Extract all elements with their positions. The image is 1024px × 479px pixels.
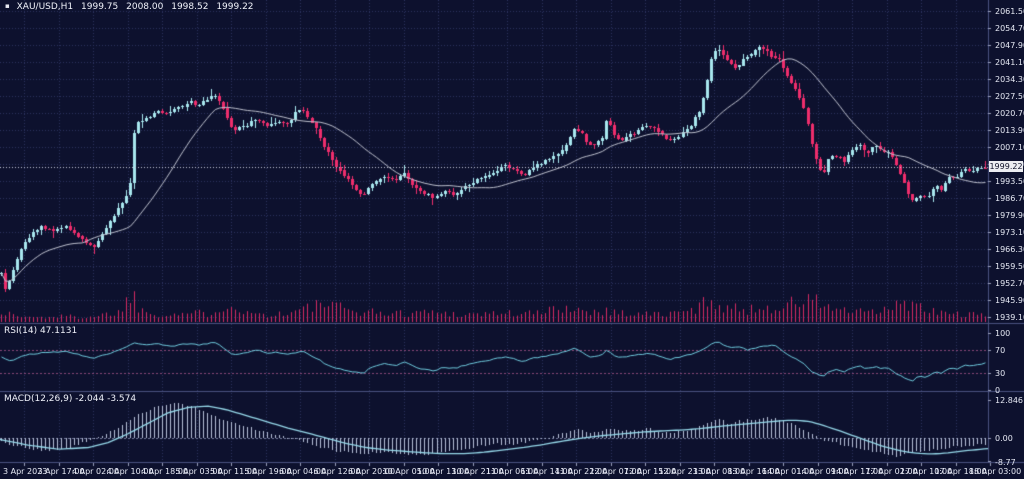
- time-label-18: 12 Apr 15:00: [624, 467, 677, 476]
- rsi-pane-label: RSI(14) 47.1131: [4, 326, 78, 336]
- time-label-25: 17 Apr 02:00: [865, 467, 918, 476]
- rsi-level-label-1: 70: [995, 346, 1006, 355]
- rsi-level-label-2: 30: [995, 369, 1006, 378]
- price-label-13: 1973.10: [995, 228, 1024, 237]
- macd-level-label-0: 12.846: [995, 396, 1023, 405]
- rsi-level-label-3: 0: [995, 386, 1001, 395]
- symbol-label: XAU/USD,H1: [16, 2, 74, 12]
- time-label-4: 4 Apr 18:00: [141, 467, 189, 476]
- time-label-13: 10 Apr 21:00: [451, 467, 504, 476]
- time-label-19: 12 Apr 23:00: [658, 467, 711, 476]
- time-label-12: 10 Apr 13:00: [417, 467, 470, 476]
- time-label-14: 11 Apr 06:00: [486, 467, 539, 476]
- price-label-17: 1945.90: [995, 296, 1024, 305]
- time-label-2: 4 Apr 02:00: [72, 467, 120, 476]
- time-label-9: 6 Apr 12:00: [313, 467, 361, 476]
- time-label-5: 5 Apr 03:00: [175, 467, 223, 476]
- macd-level-label-2: -8.77: [995, 458, 1016, 467]
- quote-low: 1998.52: [171, 2, 209, 12]
- time-label-28: 18 Apr 03:00: [969, 467, 1022, 476]
- price-label-4: 2034.30: [995, 75, 1024, 84]
- price-label-7: 2013.90: [995, 126, 1024, 135]
- price-label-11: 1986.70: [995, 194, 1024, 203]
- price-label-1: 2054.70: [995, 24, 1024, 33]
- current-price-tag: 1999.22: [989, 161, 1023, 172]
- time-label-1: 3 Apr 17:00: [37, 467, 85, 476]
- time-label-22: 14 Apr 01:00: [762, 467, 815, 476]
- price-label-16: 1952.70: [995, 279, 1024, 288]
- price-label-5: 2027.50: [995, 92, 1024, 101]
- macd-pane-label: MACD(12,26,9) -2.044 -3.574: [4, 394, 137, 404]
- time-label-20: 13 Apr 08:00: [693, 467, 746, 476]
- price-label-10: 1993.50: [995, 177, 1024, 186]
- price-label-0: 2061.50: [995, 7, 1024, 16]
- price-label-6: 2020.70: [995, 109, 1024, 118]
- time-label-17: 12 Apr 07:00: [589, 467, 642, 476]
- chart-title: ▪ XAU/USD,H1 1999.75 2008.00 1998.52 199…: [5, 2, 259, 12]
- time-label-16: 11 Apr 22:00: [555, 467, 608, 476]
- price-label-3: 2041.10: [995, 58, 1024, 67]
- price-label-2: 2047.90: [995, 41, 1024, 50]
- price-label-14: 1966.30: [995, 245, 1024, 254]
- time-label-8: 6 Apr 04:00: [279, 467, 327, 476]
- time-label-0: 3 Apr 2023: [3, 467, 48, 476]
- price-label-12: 1979.90: [995, 211, 1024, 220]
- window-icon: ▪: [5, 2, 10, 10]
- macd-level-label-1: 0.00: [995, 434, 1013, 443]
- time-label-23: 14 Apr 09:00: [796, 467, 849, 476]
- time-label-15: 11 Apr 14:00: [520, 467, 573, 476]
- time-label-27: 17 Apr 18:00: [934, 467, 987, 476]
- time-label-6: 5 Apr 11:00: [210, 467, 258, 476]
- time-label-10: 6 Apr 20:00: [348, 467, 396, 476]
- quote-close: 1999.22: [216, 2, 254, 12]
- time-label-24: 14 Apr 17:00: [831, 467, 884, 476]
- time-label-21: 13 Apr 16:00: [727, 467, 780, 476]
- quote-open: 1999.75: [81, 2, 119, 12]
- price-label-8: 2007.10: [995, 143, 1024, 152]
- rsi-level-label-0: 100: [995, 329, 1011, 338]
- time-label-3: 4 Apr 10:00: [106, 467, 154, 476]
- price-label-15: 1959.50: [995, 262, 1024, 271]
- time-label-26: 17 Apr 10:00: [900, 467, 953, 476]
- price-label-18: 1939.10: [995, 313, 1024, 322]
- quote-high: 2008.00: [126, 2, 164, 12]
- time-label-11: 10 Apr 05:00: [382, 467, 435, 476]
- time-label-7: 5 Apr 19:00: [244, 467, 292, 476]
